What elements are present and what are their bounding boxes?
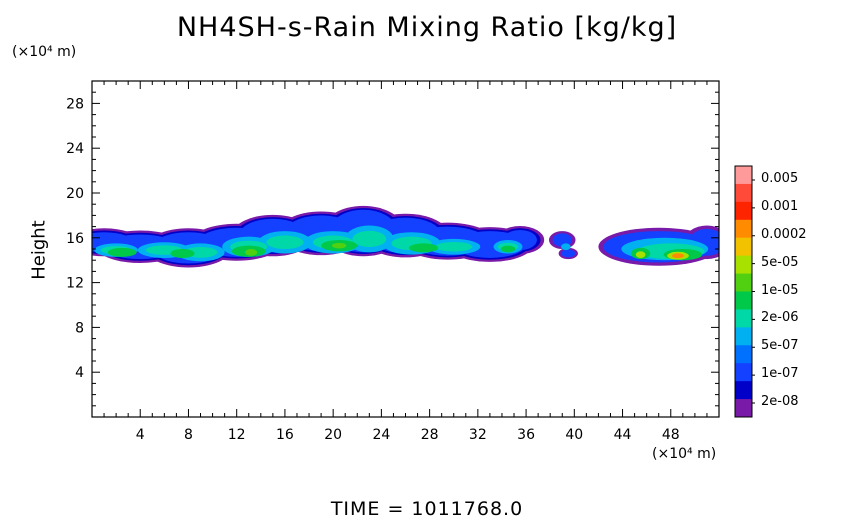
colorbar-swatch [735,291,752,310]
x-tick-label: 12 [228,427,246,443]
contour-5e-05 [409,243,439,253]
x-axis-unit: (×10⁴ m) [652,446,717,462]
contour-0.0002 [331,242,347,249]
x-tick-label: 36 [517,427,535,443]
cell-max [671,253,685,259]
colorbar-label: 2e-08 [761,394,799,409]
colorbar-swatch [735,237,752,257]
time-stamp: TIME = 1011768.0 [330,498,524,520]
colorbar-swatch [735,381,752,400]
contour-5e-05 [107,247,137,257]
y-tick-label: 24 [66,141,84,157]
contour-0.0002 [245,249,258,256]
colorbar-swatch [735,309,752,328]
colorbar-swatch [735,255,752,275]
colorbar [734,165,755,418]
colorbar-swatch [735,345,752,364]
y-tick-label: 20 [66,186,84,202]
contour-5e-05 [170,249,195,258]
colorbar-label: 0.001 [761,198,799,214]
chart-title: NH4SH-s-Rain Mixing Ratio [kg/kg] [176,12,678,43]
y-axis-unit: (×10⁴ m) [12,44,77,60]
x-tick-label: 8 [184,427,193,443]
colorbar-swatch [735,399,752,418]
colorbar-swatch [735,166,752,185]
y-tick-label: 12 [66,276,84,292]
y-tick-label: 28 [66,96,84,112]
y-tick-label: 8 [75,320,84,336]
contour-5e-05 [500,245,516,253]
colorbar-label: 5e-05 [761,254,799,270]
colorbar-swatch [735,327,752,346]
colorbar-swatch [735,363,752,382]
contour-1e-05 [266,235,304,249]
colorbar-label: 5e-07 [761,338,799,354]
x-tick-label: 40 [565,427,583,443]
colorbar-swatch [735,183,752,203]
x-tick-label: 20 [324,427,342,443]
x-tick-label: 24 [372,427,390,443]
cell-peak [635,251,646,258]
colorbar-label: 1e-07 [761,366,799,382]
colorbar-label: 2e-06 [761,310,799,326]
x-tick-label: 44 [614,427,632,443]
colorbar-label: 0.005 [761,171,799,186]
x-tick-label: 48 [662,427,680,443]
colorbar-label: 0.0002 [761,226,807,242]
colorbar-label: 1e-05 [761,282,799,298]
x-tick-label: 4 [136,427,145,443]
x-tick-label: 16 [276,427,294,443]
cell-body [552,233,572,247]
mixing-ratio-field [92,205,719,268]
cell-core [561,243,571,251]
contour-1e-05 [352,230,387,247]
y-tick-label: 4 [75,365,84,381]
colorbar-swatch [735,219,752,239]
colorbar-swatch [735,201,752,221]
cell-body [561,249,576,258]
x-tick-label: 32 [469,427,487,443]
y-tick-label: 16 [66,231,84,247]
contour-1e-05 [435,242,473,252]
x-tick-label: 28 [421,427,439,443]
colorbar-swatch [735,273,752,292]
